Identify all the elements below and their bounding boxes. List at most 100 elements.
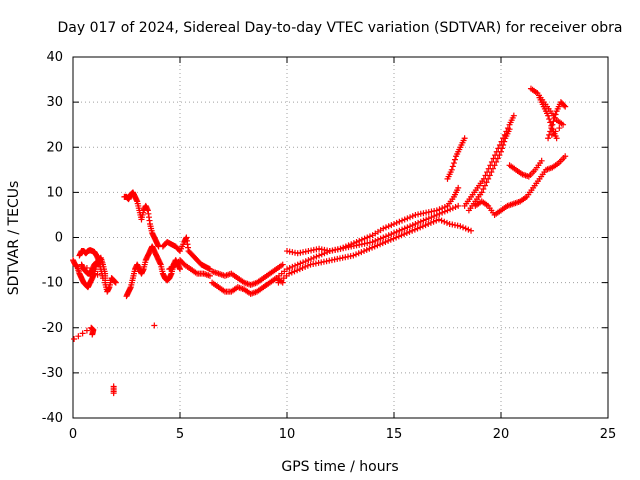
x-tick-label: 0 xyxy=(69,427,77,442)
axis-ticks xyxy=(72,56,609,419)
data-point xyxy=(79,330,86,337)
data-point xyxy=(423,216,430,223)
data-point xyxy=(436,206,443,213)
data-point xyxy=(498,148,504,155)
data-point xyxy=(83,327,90,334)
data-point xyxy=(363,246,370,253)
data-point xyxy=(377,235,384,242)
data-point xyxy=(449,205,456,212)
data-point xyxy=(420,217,427,224)
data-point xyxy=(112,279,119,286)
y-tick-label: 20 xyxy=(46,140,63,155)
data-point xyxy=(406,228,413,235)
data-point xyxy=(385,232,392,239)
data-point xyxy=(455,202,462,209)
data-point xyxy=(296,266,303,273)
series-early-cluster-a xyxy=(70,254,119,295)
data-point xyxy=(286,270,293,277)
y-axis-label: SDTVAR / TECUs xyxy=(6,181,22,296)
data-point xyxy=(401,225,408,232)
data-point xyxy=(411,226,418,233)
data-point xyxy=(380,234,387,241)
series-hour2-4-upper xyxy=(121,189,162,250)
data-point xyxy=(364,234,371,241)
data-point xyxy=(499,145,506,152)
data-point xyxy=(438,217,445,224)
data-point xyxy=(501,138,508,145)
data-point xyxy=(546,116,553,123)
data-point xyxy=(550,118,557,125)
data-point xyxy=(548,122,555,129)
data-point xyxy=(302,263,309,270)
data-point xyxy=(457,223,464,230)
data-point xyxy=(305,257,312,264)
data-point xyxy=(401,216,408,223)
data-point xyxy=(355,250,362,257)
x-tick-label: 15 xyxy=(386,427,403,442)
data-point xyxy=(552,111,559,118)
data-point xyxy=(348,241,355,248)
data-point xyxy=(496,152,503,159)
data-point xyxy=(561,102,568,109)
data-point xyxy=(447,206,454,213)
series-rise-band-b xyxy=(275,216,475,286)
data-point xyxy=(393,234,400,241)
data-point xyxy=(206,272,213,279)
data-point xyxy=(562,153,569,160)
data-point xyxy=(366,233,373,240)
x-tick-labels: 0 5 10 15 20 25 xyxy=(69,427,616,442)
data-point xyxy=(398,232,405,239)
data-point xyxy=(562,103,569,110)
data-point xyxy=(538,157,545,164)
series-steep-arc-18h xyxy=(444,135,468,182)
data-point xyxy=(353,239,360,246)
series-hour2-5-swings xyxy=(123,243,183,300)
data-point xyxy=(356,237,363,244)
data-point xyxy=(450,160,457,167)
data-point xyxy=(177,266,183,273)
data-point xyxy=(391,229,397,236)
data-point xyxy=(358,236,365,243)
data-point xyxy=(313,253,320,260)
data-point xyxy=(390,235,397,242)
data-point xyxy=(304,262,311,269)
data-point xyxy=(310,254,317,261)
data-point xyxy=(95,261,102,268)
data-point xyxy=(556,125,563,132)
data-point xyxy=(491,162,498,169)
data-point xyxy=(385,223,392,230)
data-point xyxy=(510,112,517,119)
y-tick-label: 10 xyxy=(46,185,63,200)
data-point xyxy=(439,205,446,212)
data-point xyxy=(407,223,414,230)
data-point xyxy=(430,218,437,225)
data-point xyxy=(494,155,501,162)
data-point xyxy=(443,219,450,226)
data-point xyxy=(465,226,472,233)
data-point xyxy=(448,166,455,173)
y-tick-label: -30 xyxy=(42,366,63,381)
data-point xyxy=(433,217,440,224)
y-tick-label: 30 xyxy=(46,95,63,110)
data-point xyxy=(294,261,301,268)
data-point xyxy=(308,255,315,262)
data-point xyxy=(380,225,387,232)
data-point xyxy=(387,236,394,243)
data-point xyxy=(297,260,304,267)
data-point xyxy=(396,218,403,225)
data-point xyxy=(369,244,376,251)
data-point xyxy=(435,216,442,223)
data-point xyxy=(374,236,381,243)
data-point xyxy=(366,245,373,252)
data-point xyxy=(289,263,296,270)
data-point xyxy=(545,135,552,142)
data-point xyxy=(409,227,416,234)
data-point xyxy=(425,220,432,227)
data-point xyxy=(480,185,487,192)
data-point xyxy=(382,233,389,240)
data-point xyxy=(302,258,309,265)
series-hour6-10-trough-b xyxy=(209,275,286,297)
data-point xyxy=(94,271,101,278)
data-point xyxy=(460,224,467,231)
